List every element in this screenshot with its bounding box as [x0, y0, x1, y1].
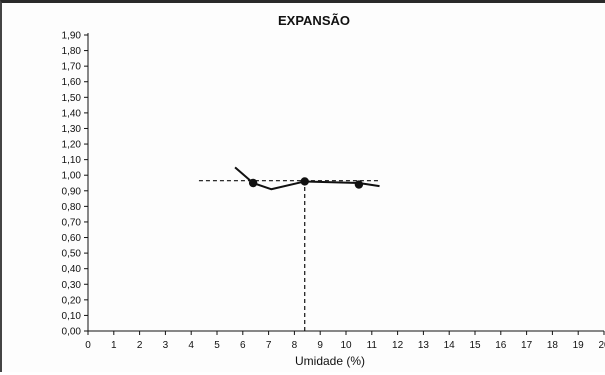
- x-tick-label: 3: [163, 340, 169, 351]
- y-tick-label: 0,80: [62, 202, 82, 213]
- chart-svg: EXPANSÃO Umidade (%) 0,00 0,10 0,20 0,30 0,4…: [62, 13, 605, 368]
- x-tick-label: 13: [418, 340, 430, 351]
- y-tick-label: 1,60: [62, 77, 82, 88]
- y-tick-label: 1,90: [62, 31, 82, 42]
- y-tick-label: 0,20: [62, 295, 82, 306]
- x-tick-label: 2: [137, 340, 143, 351]
- data-point: [354, 180, 364, 189]
- x-tick-label: 15: [469, 340, 481, 351]
- y-tick-label: 0,60: [62, 233, 82, 244]
- y-tick-label: 0,10: [62, 311, 82, 322]
- y-tick-label: 1,80: [62, 46, 82, 57]
- x-tick-label: 1: [111, 340, 117, 351]
- y-tick-label: 0,70: [62, 217, 82, 228]
- y-tick-label: 0,90: [62, 186, 82, 197]
- y-tick-label: 1,10: [62, 155, 82, 166]
- data-point: [300, 177, 309, 186]
- x-tick-label: 20: [598, 340, 605, 351]
- y-tick-label: 1,40: [62, 108, 82, 119]
- y-tick-label: 1,30: [62, 124, 82, 135]
- y-tick-label: 0,30: [62, 280, 82, 291]
- x-tick-label: 9: [317, 340, 323, 351]
- x-tick-label: 4: [188, 340, 194, 351]
- x-tick-label: 17: [521, 340, 533, 351]
- y-tick-label: 0,40: [62, 264, 82, 275]
- x-tick-label: 16: [495, 340, 507, 351]
- y-tick-label: 0,50: [62, 249, 82, 260]
- y-tick-label: 1,70: [62, 62, 82, 73]
- x-tick-label: 0: [85, 340, 91, 351]
- x-tick-label: 14: [444, 340, 456, 351]
- data-point: [248, 178, 258, 188]
- x-tick-label: 11: [367, 340, 378, 351]
- y-tick-label: 1,00: [62, 171, 82, 182]
- x-tick-label: 12: [392, 340, 404, 351]
- y-tick-label: 1,50: [62, 93, 82, 104]
- x-tick-label: 8: [292, 340, 298, 351]
- chart-title: EXPANSÃO: [278, 13, 350, 28]
- x-axis-label: Umidade (%): [295, 354, 365, 368]
- x-tick-label: 6: [240, 340, 246, 351]
- x-tick-label: 7: [266, 340, 272, 351]
- x-tick-label: 19: [573, 340, 585, 351]
- x-tick-label: 10: [340, 340, 352, 351]
- y-tick-label: 0,00: [62, 327, 82, 338]
- x-tick-label: 18: [547, 340, 559, 351]
- x-tick-label: 5: [214, 340, 220, 351]
- y-tick-label: 1,20: [62, 140, 82, 151]
